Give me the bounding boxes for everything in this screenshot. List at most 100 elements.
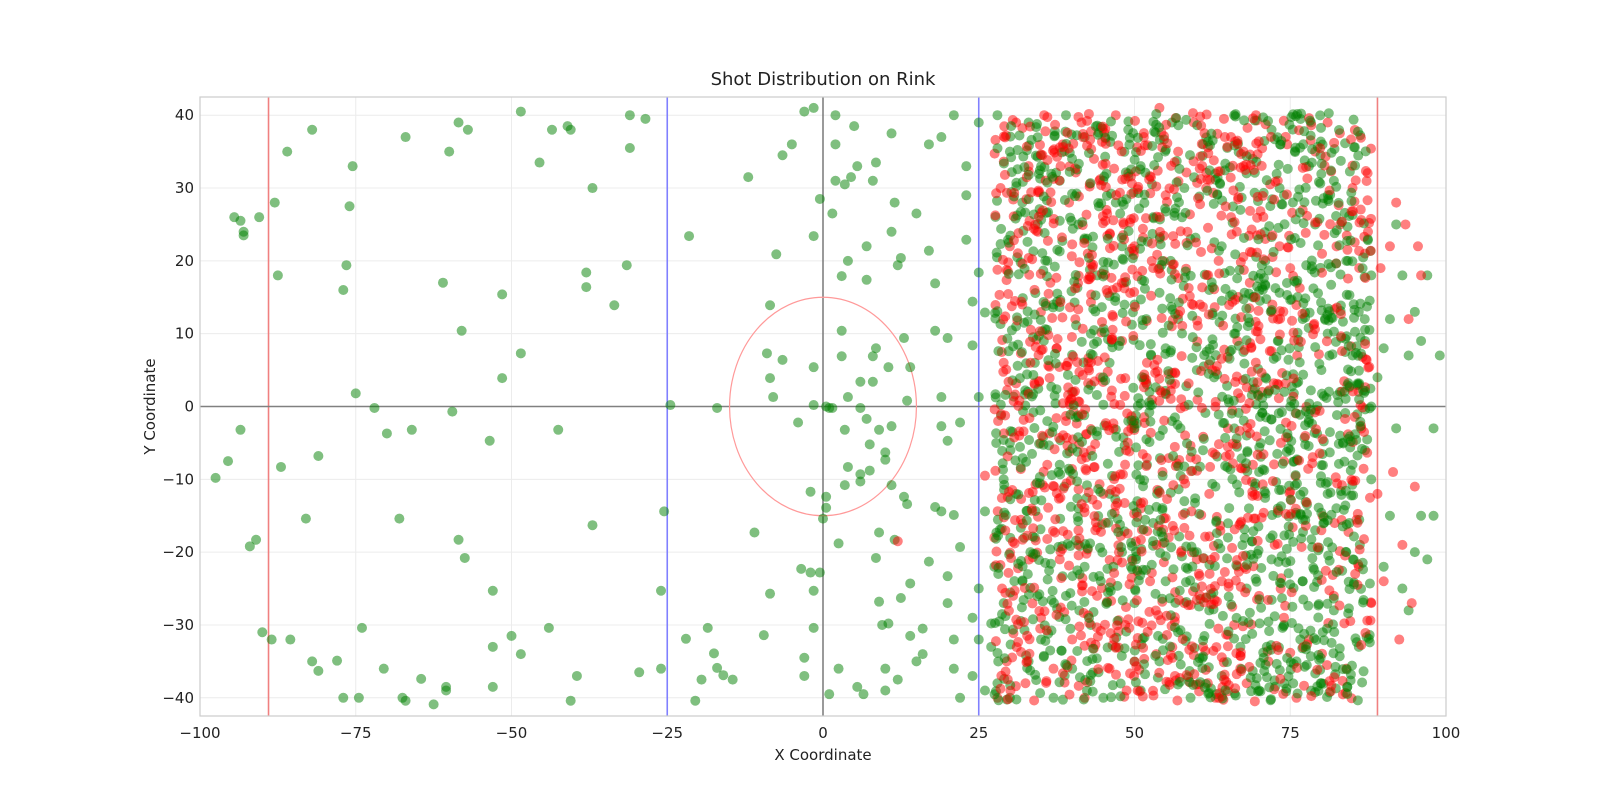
data-point (870, 343, 881, 354)
data-point (1232, 135, 1243, 146)
data-point (821, 491, 832, 502)
data-point (1311, 634, 1322, 645)
data-point (1151, 181, 1162, 192)
data-point (1224, 346, 1235, 357)
data-point (1140, 213, 1151, 224)
data-point (1322, 660, 1333, 671)
data-point (1073, 550, 1084, 561)
data-point (883, 618, 894, 629)
data-point (1035, 405, 1046, 416)
data-point (1351, 341, 1362, 352)
data-point (1169, 525, 1180, 536)
data-point (1151, 501, 1162, 512)
data-point (1041, 625, 1052, 636)
data-point (1064, 560, 1075, 571)
data-point (1185, 150, 1196, 161)
data-point (1061, 432, 1072, 443)
data-point (1037, 596, 1048, 607)
data-point (1040, 126, 1051, 137)
data-point (1295, 489, 1306, 500)
data-point (1065, 501, 1076, 512)
data-point (1111, 669, 1122, 680)
data-point (1344, 381, 1355, 392)
data-point (1362, 195, 1373, 206)
data-point (1046, 197, 1057, 208)
data-point (1131, 442, 1142, 453)
data-point (1126, 178, 1137, 189)
data-point (1397, 539, 1408, 550)
data-point (955, 692, 966, 703)
data-point (1400, 219, 1411, 230)
data-point (1167, 259, 1178, 270)
data-point (1136, 546, 1147, 557)
data-point (1230, 683, 1241, 694)
data-point (1110, 471, 1121, 482)
data-point (1299, 661, 1310, 672)
data-point (849, 121, 860, 132)
data-point (743, 172, 754, 183)
data-point (1342, 688, 1353, 699)
data-point (1174, 594, 1185, 605)
data-point (1086, 249, 1097, 260)
data-point (827, 208, 838, 219)
data-point (1154, 212, 1165, 223)
data-point (1037, 344, 1048, 355)
data-point (680, 633, 691, 644)
data-point (1070, 374, 1081, 385)
data-point (1335, 309, 1346, 320)
data-point (765, 588, 776, 599)
data-point (1168, 564, 1179, 575)
data-point (223, 456, 234, 467)
data-point (1235, 204, 1246, 215)
data-point (1279, 219, 1290, 230)
data-point (1183, 600, 1194, 611)
data-point (1236, 453, 1247, 464)
data-point (1227, 201, 1238, 212)
dense-cluster (989, 108, 1376, 707)
data-point (1310, 217, 1321, 228)
scatter-points (210, 102, 1445, 710)
data-point (1125, 668, 1136, 679)
data-point (1233, 388, 1244, 399)
data-point (1029, 284, 1040, 295)
data-point (1283, 354, 1294, 365)
data-point (973, 583, 984, 594)
data-point (1090, 306, 1101, 317)
data-point (307, 656, 318, 667)
data-point (1023, 169, 1034, 180)
data-point (1075, 630, 1086, 641)
data-point (1428, 423, 1439, 434)
data-point (1361, 354, 1372, 365)
x-tick-label: −50 (496, 724, 528, 742)
data-point (1220, 432, 1231, 443)
data-point (1035, 688, 1046, 699)
data-point (1222, 553, 1233, 564)
data-point (1222, 441, 1233, 452)
data-point (1320, 313, 1331, 324)
data-point (1019, 617, 1030, 628)
data-point (1317, 460, 1328, 471)
data-point (1324, 447, 1335, 458)
data-point (808, 362, 819, 373)
data-point (1360, 146, 1371, 157)
data-point (1089, 462, 1100, 473)
data-point (1204, 488, 1215, 499)
data-point (874, 596, 885, 607)
data-point (992, 143, 1003, 154)
data-point (1101, 190, 1112, 201)
data-point (1193, 387, 1204, 398)
data-point (1179, 183, 1190, 194)
data-point (830, 139, 841, 150)
data-point (1022, 630, 1033, 641)
data-point (1000, 510, 1011, 521)
data-point (1225, 172, 1236, 183)
data-point (1109, 568, 1120, 579)
data-point (1277, 622, 1288, 633)
data-point (1210, 401, 1221, 412)
data-point (996, 493, 1007, 504)
data-point (1006, 121, 1017, 132)
data-point (1089, 376, 1100, 387)
data-point (1223, 518, 1234, 529)
data-point (905, 630, 916, 641)
data-point (1305, 385, 1316, 396)
